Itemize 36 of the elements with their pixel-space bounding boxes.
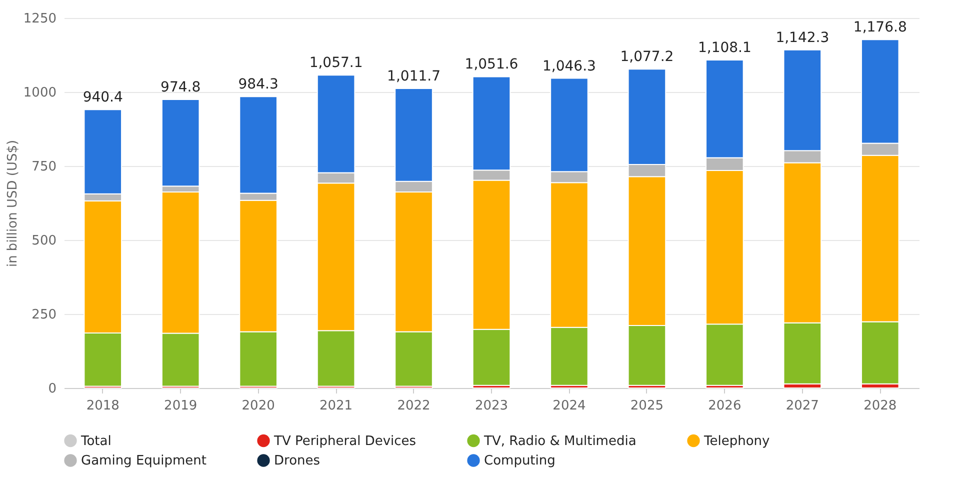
legend-label: TV, Radio & Multimedia <box>483 434 636 449</box>
x-tick-label: 2026 <box>708 398 742 414</box>
y-tick-label: 750 <box>32 160 56 174</box>
legend-label: Computing <box>484 454 556 468</box>
x-tick-label: 2028 <box>864 398 897 414</box>
total-label: 940.4 <box>82 90 123 106</box>
legend-label: Drones <box>274 454 320 468</box>
total-label: 1,057.1 <box>309 55 363 72</box>
legend-label: Total <box>80 434 112 449</box>
x-tick-label: 2027 <box>786 398 819 414</box>
total-label: 984.3 <box>238 76 278 93</box>
legend-label: TV Peripheral Devices <box>273 434 416 449</box>
total-label: 1,077.2 <box>620 49 674 66</box>
x-tick-label: 2024 <box>552 398 586 414</box>
y-axis-title: in billion USD (US$) <box>5 140 20 268</box>
y-tick-label: 1250 <box>23 12 56 26</box>
total-label: 1,051.6 <box>464 56 518 73</box>
total-label: 1,176.8 <box>853 20 907 36</box>
x-tick-label: 2020 <box>242 398 275 414</box>
y-tick-label: 1000 <box>23 86 56 100</box>
x-tick-label: 2021 <box>320 398 353 414</box>
total-label: 974.8 <box>160 79 201 96</box>
total-label: 1,011.7 <box>387 68 440 85</box>
x-tick-label: 2019 <box>164 398 198 414</box>
total-label: 1,142.3 <box>776 30 830 46</box>
y-tick-label: 500 <box>32 234 56 248</box>
legend-label: Gaming Equipment <box>81 454 207 468</box>
x-tick-label: 2025 <box>630 398 664 414</box>
y-tick-label: 250 <box>32 308 56 322</box>
x-tick-label: 2018 <box>86 398 120 414</box>
y-tick-label: 0 <box>48 382 56 396</box>
x-tick-label: 2022 <box>397 398 430 414</box>
legend-label: Telephony <box>703 434 770 449</box>
total-label: 1,108.1 <box>698 40 752 56</box>
total-label: 1,046.3 <box>542 58 596 74</box>
x-tick-label: 2023 <box>474 398 508 414</box>
